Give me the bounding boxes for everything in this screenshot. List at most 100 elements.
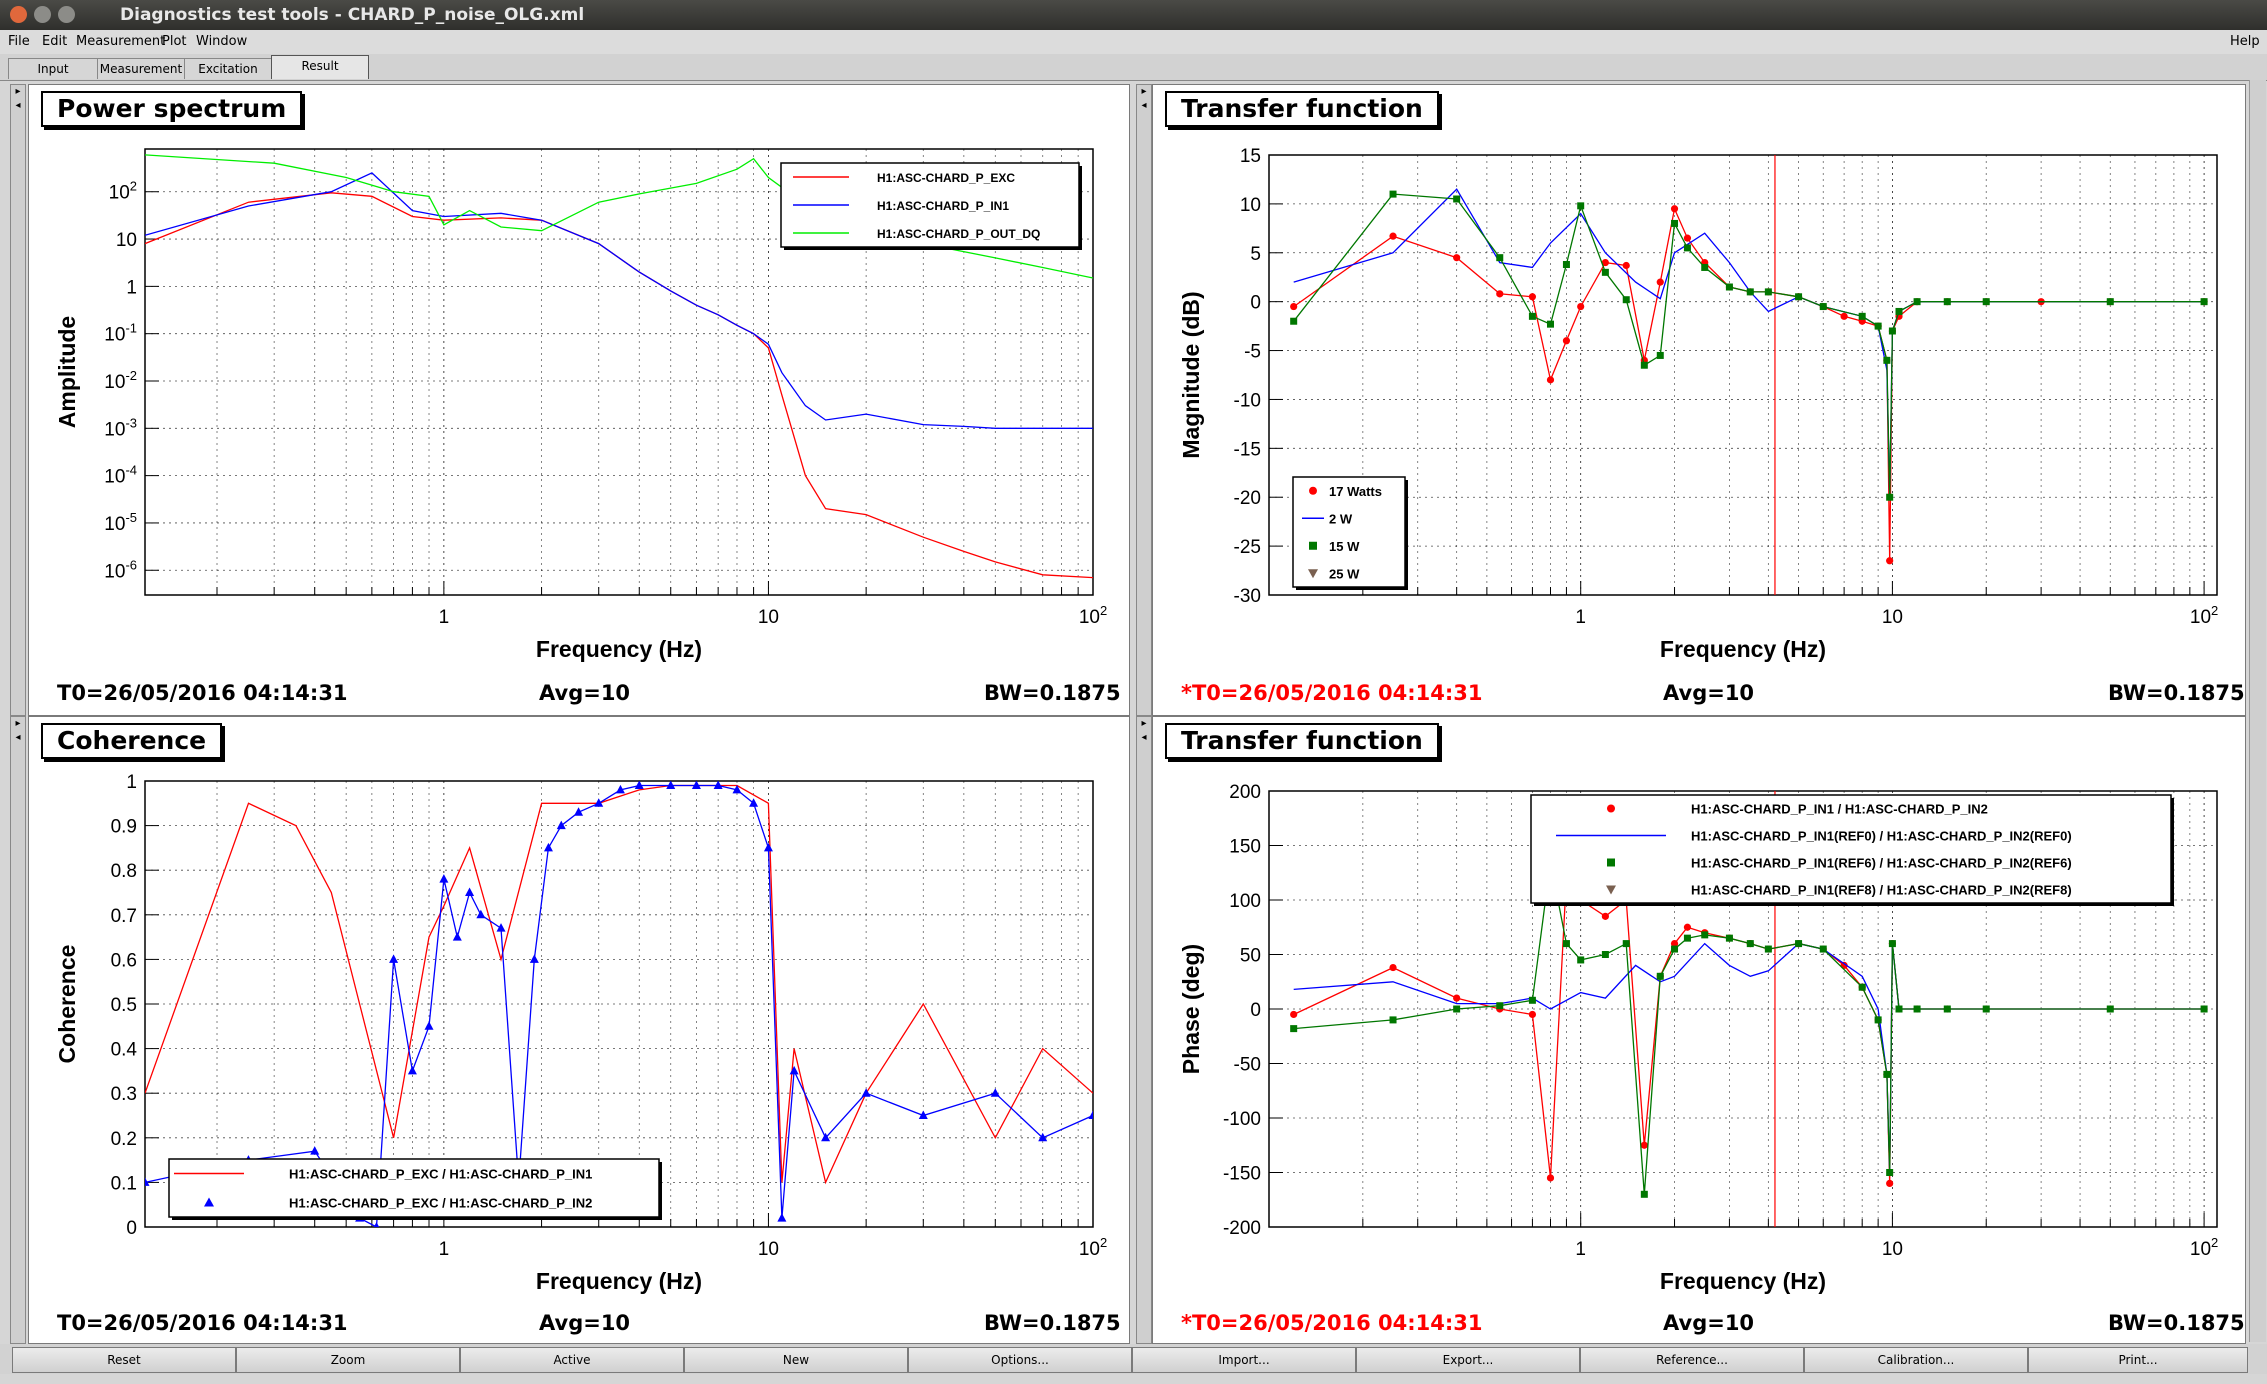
data-point [465, 887, 475, 896]
y-tick-label: 10-3 [104, 415, 137, 440]
x-tick-label: 102 [2190, 603, 2218, 628]
active-button[interactable]: Active [460, 1347, 684, 1373]
tab-input[interactable]: Input [8, 58, 98, 79]
vertical-scrollbar[interactable] [2249, 80, 2266, 1342]
tab-excitation[interactable]: Excitation [184, 58, 272, 79]
triangle-left-icon: ◂ [15, 732, 21, 743]
power-spectrum-plot[interactable]: 10-6 10-5 10-4 10-3 10-2 10-1 1 10 102 1 10 102 Freq… [29, 85, 1129, 665]
y-tick-label: 1 [126, 772, 137, 793]
data-point [1982, 298, 1990, 306]
data-point [310, 1146, 320, 1155]
print-button[interactable]: Print... [2028, 1347, 2248, 1373]
data-point [1683, 244, 1691, 252]
x-axis-title: Frequency (Hz) [1660, 636, 1826, 662]
data-point [1840, 312, 1848, 320]
panel-title: Coherence [41, 723, 223, 759]
close-window-button[interactable] [10, 6, 27, 23]
maximize-window-button[interactable] [58, 6, 75, 23]
y-tick-label: 150 [1229, 837, 1261, 858]
data-point [1701, 931, 1709, 939]
plot-control-toggle-1[interactable]: ▸ ◂ [10, 84, 26, 716]
transfer-phase-plot[interactable]: -200 -150 -100 -50 0 50 100 150 200 1 10 102 Frequen… [1153, 717, 2245, 1297]
data-point [1858, 983, 1866, 991]
y-axis-title: Magnitude (dB) [1178, 291, 1204, 458]
legend: 17 Watts 2 W 15 W 25 W [1292, 476, 1408, 590]
legend-box [1292, 476, 1406, 588]
transfer-magnitude-plot[interactable]: -30 -25 -20 -15 -10 -5 0 5 10 15 1 10 102 Frequency (… [1153, 85, 2245, 665]
new-button[interactable]: New [684, 1347, 908, 1373]
plot-control-toggle-3[interactable]: ▸ ◂ [10, 716, 26, 1344]
options-button[interactable]: Options... [908, 1347, 1132, 1373]
data-point [1640, 1190, 1648, 1198]
data-point [1874, 1016, 1882, 1024]
legend: H1:ASC-CHARD_P_EXC H1:ASC-CHARD_P_IN1 H1:A… [780, 162, 1082, 250]
data-point [1601, 268, 1609, 276]
data-point [1528, 312, 1536, 320]
data-point [452, 932, 462, 941]
t0-label: T0=26/05/2016 04:14:31 [57, 681, 348, 705]
bottom-button-bar: Reset Zoom Active New Options... Import.… [0, 1344, 2267, 1374]
data-point [1389, 963, 1397, 972]
panel-title: Transfer function [1165, 723, 1439, 759]
coherence-panel: Coherence 0 0.1 0.2 0.3 0.4 0.5 0.6 0.7 0.8 0.9 1 1… [28, 716, 1130, 1344]
bw-label: BW=0.1875 [2108, 1311, 2245, 1335]
y-tick-label: -200 [1223, 1218, 1261, 1239]
data-point [407, 1065, 417, 1075]
data-point [2106, 1005, 2114, 1013]
minimize-window-button[interactable] [34, 6, 51, 23]
plot-control-toggle-4[interactable]: ▸ ◂ [1136, 716, 1152, 1344]
menu-window[interactable]: Window [196, 34, 248, 49]
zoom-button[interactable]: Zoom [236, 1347, 460, 1373]
data-point [1683, 934, 1691, 942]
data-point [1725, 934, 1733, 942]
y-tick-label: 200 [1229, 782, 1261, 803]
reference-button[interactable]: Reference... [1580, 1347, 1804, 1373]
x-tick-label: 1 [1575, 607, 1586, 628]
calibration-button[interactable]: Calibration... [1804, 1347, 2028, 1373]
transfer-magnitude-panel: Transfer function -30 -25 -20 -15 -10 -5 0 5 10 1… [1152, 84, 2246, 716]
data-point [1453, 195, 1461, 203]
y-tick-label: 5 [1250, 244, 1261, 265]
data-point [2200, 1005, 2208, 1013]
x-tick-label: 102 [2190, 1235, 2218, 1260]
data-point [1795, 940, 1803, 948]
menu-measurement[interactable]: Measurement [76, 34, 166, 49]
x-tick-label: 10 [758, 607, 779, 628]
y-tick-label: 0.2 [111, 1129, 137, 1150]
triangle-right-icon: ▸ [15, 86, 21, 97]
data-point [1528, 1010, 1537, 1019]
data-point [1622, 940, 1630, 948]
data-point [1746, 288, 1754, 296]
export-button[interactable]: Export... [1356, 1347, 1580, 1373]
menu-edit[interactable]: Edit [42, 34, 68, 49]
data-point [1656, 972, 1664, 980]
data-point [990, 1088, 1000, 1097]
y-tick-label: -15 [1234, 439, 1261, 460]
tab-result[interactable]: Result [271, 55, 369, 79]
y-tick-label: 10-5 [104, 510, 137, 535]
y-tick-label: -100 [1223, 1109, 1261, 1130]
triangle-left-icon: ◂ [1141, 732, 1147, 743]
coherence-plot[interactable]: 0 0.1 0.2 0.3 0.4 0.5 0.6 0.7 0.8 0.9 1 1 10 102 Frequ… [29, 717, 1129, 1297]
data-point [556, 820, 566, 830]
plot-control-toggle-2[interactable]: ▸ ◂ [1136, 84, 1152, 716]
legend: H1:ASC-CHARD_P_IN1 / H1:ASC-CHARD_P_IN2 H… [1530, 794, 2174, 906]
legend-entry-label: H1:ASC-CHARD_P_OUT_DQ [877, 227, 1040, 241]
data-point [1528, 996, 1536, 1004]
data-point [1888, 940, 1896, 948]
data-point [1701, 263, 1709, 271]
menu-help[interactable]: Help [2230, 34, 2260, 49]
data-point [1683, 923, 1692, 931]
tab-bar: Input Measurement Excitation Result [0, 54, 2267, 81]
reset-button[interactable]: Reset [12, 1347, 236, 1373]
import-button[interactable]: Import... [1132, 1347, 1356, 1373]
data-point [1622, 261, 1630, 270]
data-point [1943, 1005, 1951, 1013]
menu-file[interactable]: File [8, 34, 30, 49]
data-point [732, 784, 742, 794]
triangle-left-icon: ◂ [15, 100, 21, 111]
data-point [1453, 994, 1461, 1002]
tab-measurement[interactable]: Measurement [97, 58, 185, 79]
legend-entry-label: H1:ASC-CHARD_P_IN1(REF0) / H1:ASC-CHARD_… [1691, 829, 2072, 844]
menu-plot[interactable]: Plot [162, 34, 187, 49]
